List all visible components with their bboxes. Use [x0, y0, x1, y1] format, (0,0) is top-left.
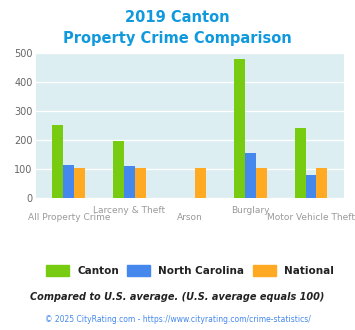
Bar: [135, 168, 146, 198]
Text: Compared to U.S. average. (U.S. average equals 100): Compared to U.S. average. (U.S. average …: [30, 292, 325, 302]
Bar: [63, 165, 74, 198]
Text: Property Crime Comparison: Property Crime Comparison: [63, 31, 292, 46]
Bar: [113, 141, 124, 198]
Bar: [256, 168, 267, 198]
Bar: [124, 166, 135, 198]
Bar: [317, 168, 327, 198]
Bar: [53, 125, 63, 198]
Bar: [195, 168, 206, 198]
Text: 2019 Canton: 2019 Canton: [125, 10, 230, 25]
Bar: [245, 153, 256, 198]
Bar: [74, 168, 85, 198]
Text: © 2025 CityRating.com - https://www.cityrating.com/crime-statistics/: © 2025 CityRating.com - https://www.city…: [45, 315, 310, 324]
Bar: [306, 175, 317, 198]
Text: All Property Crime: All Property Crime: [28, 213, 110, 221]
Bar: [295, 128, 306, 198]
Bar: [234, 59, 245, 198]
Text: Larceny & Theft: Larceny & Theft: [93, 206, 165, 215]
Legend: Canton, North Carolina, National: Canton, North Carolina, National: [42, 261, 338, 280]
Text: Motor Vehicle Theft: Motor Vehicle Theft: [267, 213, 355, 221]
Text: Arson: Arson: [177, 213, 203, 221]
Text: Burglary: Burglary: [231, 206, 270, 215]
